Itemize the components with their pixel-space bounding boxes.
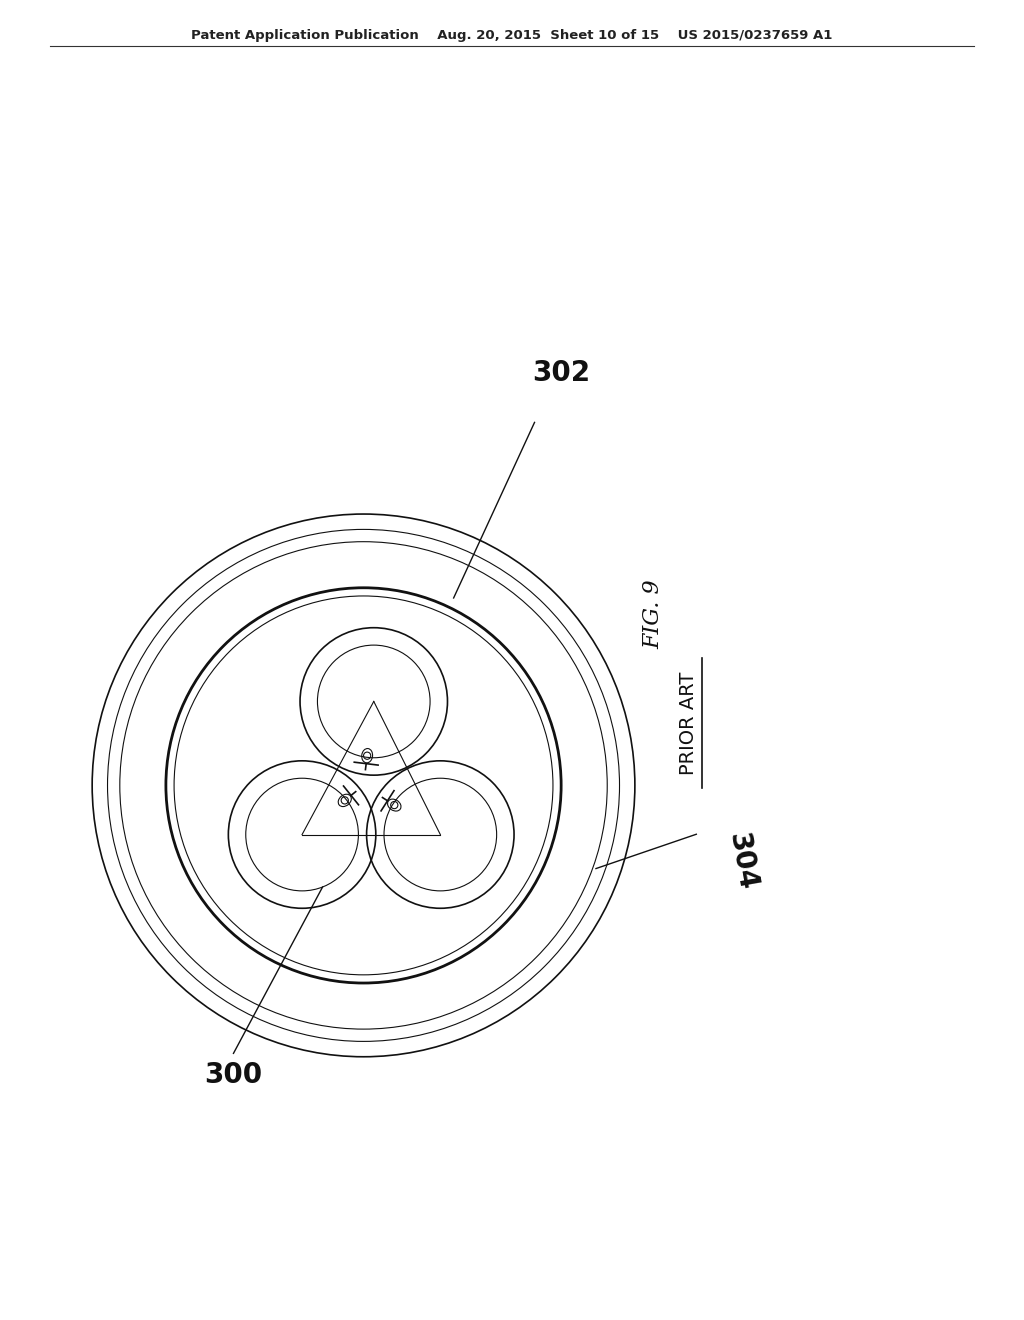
Text: PRIOR ART: PRIOR ART (679, 672, 697, 775)
Text: 304: 304 (723, 830, 761, 892)
Text: 300: 300 (205, 1061, 262, 1089)
Text: Patent Application Publication    Aug. 20, 2015  Sheet 10 of 15    US 2015/02376: Patent Application Publication Aug. 20, … (191, 29, 833, 41)
Text: 302: 302 (532, 359, 590, 387)
Text: FIG. 9: FIG. 9 (642, 579, 665, 648)
